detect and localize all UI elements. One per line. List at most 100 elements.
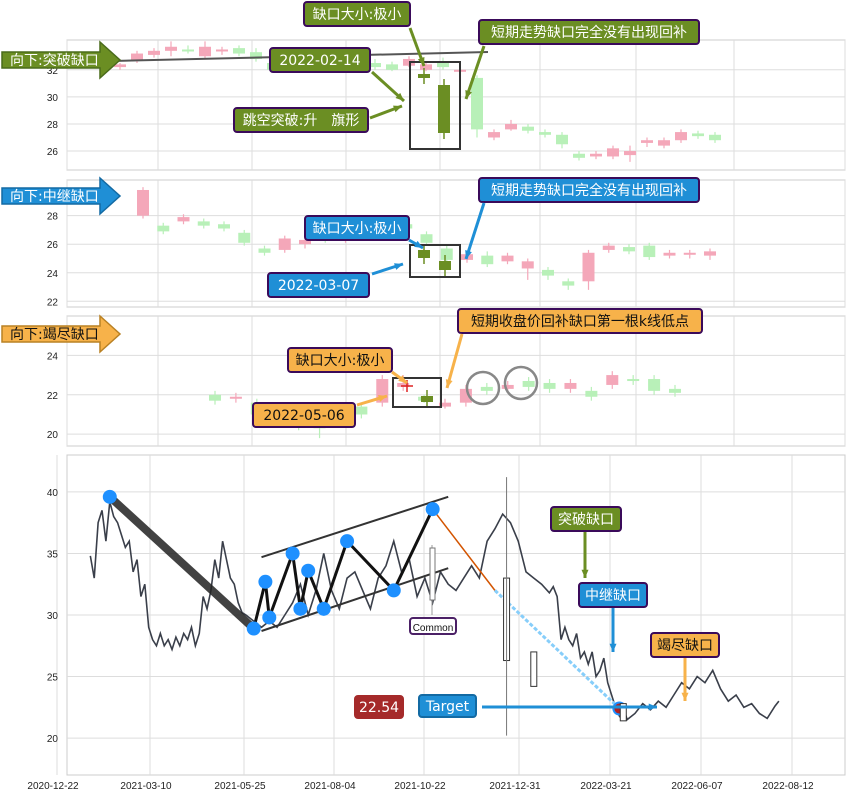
candle-body: [573, 153, 585, 158]
candle: [539, 129, 551, 138]
candle: [114, 63, 126, 70]
overview-plot: [89, 477, 780, 736]
candle: [481, 251, 494, 268]
gap-candle-d-body: [439, 261, 451, 270]
trend-line: [107, 493, 257, 632]
candle: [607, 145, 619, 160]
exhaustion-label-text: 竭尽缺口: [657, 638, 713, 654]
flag-label-text: 跳空突破:升 旗形: [243, 113, 360, 129]
x-tick-label: 2020-12-22: [27, 781, 79, 792]
breakaway-label-box: [550, 506, 622, 532]
candle: [704, 248, 716, 260]
candle-body: [556, 134, 568, 145]
candle: [564, 379, 577, 393]
candle: [573, 151, 585, 161]
pivot-point: [102, 489, 117, 504]
candle: [542, 267, 554, 280]
candle-body: [709, 134, 721, 141]
gap-size-label-1-text: 缺口大小:极小: [313, 7, 402, 23]
candle-body: [602, 245, 615, 250]
arrow-gap-size-1-head: [417, 57, 425, 66]
candle: [420, 61, 432, 72]
candle-body: [481, 255, 494, 265]
candle: [182, 45, 194, 54]
candle-body: [182, 49, 194, 52]
candle: [488, 129, 500, 141]
target-label-box: [418, 694, 477, 718]
x-tick-label: 2021-08-04: [304, 781, 356, 792]
candle-body: [439, 402, 451, 407]
candle-body: [585, 390, 598, 397]
y-tick-label: 28: [47, 120, 59, 131]
candle: [355, 402, 368, 419]
arrow-gap-size-3-head: [398, 375, 407, 383]
candle: [437, 57, 449, 70]
candle-body: [238, 232, 251, 243]
candle-body: [643, 245, 656, 258]
candle-body: [488, 132, 500, 138]
candle-body: [683, 252, 696, 255]
y-tick-label: 24: [47, 269, 59, 280]
common-label-box: [409, 617, 457, 635]
gap-date-label-3-text: 2022-05-06: [263, 408, 344, 424]
arrow-flag-head: [393, 105, 402, 113]
pivot-point: [301, 563, 316, 578]
candle-body: [209, 394, 221, 401]
gap-candle-a-body: [418, 74, 430, 78]
decline-line-dashed: [493, 589, 621, 710]
candle: [229, 392, 242, 403]
candle: [522, 123, 534, 134]
x-tick-label: 2021-03-10: [120, 781, 172, 792]
side-tag-2-shape: [1, 176, 122, 216]
common-gap-box: [429, 547, 436, 601]
no-fill-label-1-box: [478, 19, 700, 45]
candle: [522, 377, 535, 391]
panel-2-frame: [66, 179, 846, 308]
candle: [643, 242, 656, 260]
y-tick-label: 22: [47, 297, 59, 308]
runaway-label-text: 中继缺口: [585, 588, 641, 604]
exhaustion-label-box: [650, 632, 720, 658]
x-tick-label: 2022-06-07: [671, 781, 723, 792]
arrow-exhaustion-head: [681, 692, 689, 701]
arrow-gap-date-2-head: [394, 263, 403, 270]
candle-body: [218, 224, 230, 229]
candle: [165, 41, 177, 57]
candle: [386, 61, 398, 72]
gap-box-1: [409, 61, 461, 150]
candle-body: [582, 252, 595, 282]
price-line: [89, 501, 780, 721]
candle-body: [623, 247, 635, 252]
candle-body: [420, 234, 433, 243]
candle: [258, 245, 271, 256]
candle-body: [669, 388, 681, 393]
y-tick-label: 20: [47, 430, 59, 441]
gap-box-3: [392, 377, 442, 408]
gap-marker: [530, 651, 538, 687]
gap-date-label-3-box: [252, 402, 356, 428]
candle: [675, 129, 687, 143]
candle-body: [177, 217, 190, 222]
x-tick-label: 2021-05-25: [214, 781, 266, 792]
candle-body: [663, 252, 676, 256]
side-tag-1-text: 向下:突破缺口: [10, 53, 99, 69]
candle: [177, 214, 190, 225]
gap-date-label-2-box: [267, 272, 370, 298]
x-tick-label: 2021-12-31: [489, 781, 541, 792]
arrow-gap-size-2-head: [414, 240, 423, 248]
pivot-point: [316, 601, 331, 616]
candle: [543, 379, 556, 393]
candle-body: [624, 151, 636, 156]
gap-date-label-1-box: [269, 47, 371, 73]
candle: [585, 386, 598, 401]
candle: [278, 235, 291, 253]
x-tick-label: 2021-10-22: [394, 781, 446, 792]
candle: [623, 244, 635, 255]
candle: [505, 119, 517, 131]
candle: [624, 145, 636, 162]
arrow-gap-date-3-head: [378, 395, 387, 402]
panel-3-frame: [66, 315, 846, 447]
candle-body: [542, 269, 554, 276]
pivot-point: [425, 502, 440, 517]
